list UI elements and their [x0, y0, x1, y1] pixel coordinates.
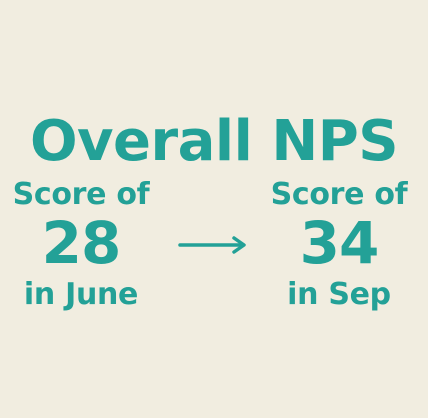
score-before: Score of 28 in June — [0, 176, 166, 314]
score-after: Score of 34 in Sep — [254, 176, 424, 314]
page-title: Overall NPS — [29, 109, 399, 174]
score-before-label: Score of — [12, 177, 150, 212]
score-after-period: in Sep — [287, 277, 391, 312]
score-after-label: Score of — [270, 177, 408, 212]
score-before-value: 28 — [41, 209, 122, 277]
arrow-right-icon — [178, 236, 246, 254]
score-after-value: 34 — [299, 209, 380, 277]
score-before-period: in June — [23, 277, 139, 312]
